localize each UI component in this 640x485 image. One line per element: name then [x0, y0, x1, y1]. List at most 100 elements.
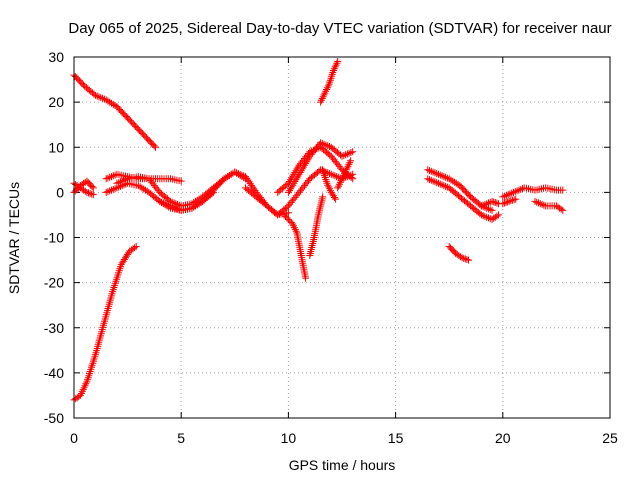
data-point — [324, 82, 332, 90]
series-arc-7 — [113, 168, 249, 210]
x-tick-label: 5 — [177, 430, 185, 446]
data-point — [323, 84, 331, 92]
data-point — [158, 198, 165, 206]
data-point — [192, 202, 199, 210]
data-point — [345, 160, 353, 168]
data-point — [104, 188, 112, 196]
data-point — [324, 142, 332, 150]
series-arc-19 — [445, 243, 472, 264]
y-tick-label: -30 — [44, 320, 64, 336]
data-point — [429, 168, 437, 176]
y-tick-label: -20 — [44, 275, 64, 291]
data-point — [332, 195, 340, 203]
data-point — [436, 180, 444, 188]
data-point — [329, 171, 337, 179]
y-tick-label: 20 — [48, 94, 64, 110]
data-point — [102, 188, 110, 196]
data-point — [154, 187, 162, 195]
data-point — [172, 204, 180, 212]
data-point — [505, 197, 513, 205]
data-point — [208, 190, 216, 198]
data-point — [513, 187, 521, 195]
data-point — [299, 163, 307, 171]
data-point — [343, 150, 351, 158]
data-point — [325, 183, 333, 191]
data-point — [559, 186, 567, 194]
data-point — [165, 201, 173, 209]
data-point — [193, 201, 201, 209]
data-point — [502, 191, 510, 199]
data-point — [339, 173, 347, 181]
data-point — [284, 188, 292, 196]
data-point — [488, 206, 496, 214]
data-point — [163, 200, 171, 208]
data-points — [70, 58, 567, 404]
data-point — [323, 86, 331, 93]
data-point — [188, 204, 196, 212]
data-point — [227, 170, 235, 178]
data-point — [486, 206, 494, 214]
data-point — [331, 172, 339, 180]
data-point — [106, 173, 114, 181]
data-point — [81, 187, 89, 195]
data-point — [305, 177, 312, 184]
data-point — [104, 97, 112, 105]
data-point — [512, 195, 520, 203]
series-arc-8 — [156, 188, 217, 214]
data-point — [493, 199, 501, 207]
data-point — [136, 183, 144, 191]
data-point — [286, 187, 293, 195]
data-point — [488, 197, 496, 205]
data-point — [231, 168, 239, 176]
data-point — [295, 170, 303, 178]
data-point — [332, 61, 340, 69]
data-point — [106, 98, 114, 106]
chart-title: Day 065 of 2025, Sidereal Day-to-day VTE… — [68, 20, 611, 37]
data-point — [284, 215, 292, 223]
data-point — [426, 167, 433, 175]
data-point — [287, 185, 294, 193]
data-point — [333, 59, 341, 67]
data-point — [483, 200, 491, 208]
data-point — [88, 183, 96, 190]
data-point — [317, 139, 325, 147]
data-point — [108, 186, 115, 194]
data-point — [345, 149, 353, 157]
data-point — [499, 193, 507, 201]
data-point — [334, 184, 342, 192]
data-point — [431, 178, 439, 186]
series-arc-6 — [102, 168, 292, 219]
data-point — [344, 162, 352, 170]
data-point — [499, 200, 507, 208]
y-tick-label: -10 — [44, 230, 64, 246]
data-point — [341, 168, 349, 176]
data-point — [91, 91, 99, 99]
data-point — [477, 202, 485, 210]
series-arc-1 — [70, 71, 159, 151]
data-point — [240, 174, 248, 182]
data-point — [131, 244, 139, 252]
data-point — [506, 190, 514, 198]
data-point — [485, 199, 492, 207]
data-point — [426, 176, 433, 184]
series-arc-14 — [317, 58, 342, 106]
y-axis-label: SDTVAR / TECUs — [6, 182, 22, 294]
data-point — [504, 198, 512, 206]
series-arc-20 — [477, 197, 502, 210]
data-point — [463, 256, 471, 263]
data-point — [320, 140, 328, 148]
data-point — [331, 63, 339, 71]
data-point — [452, 179, 460, 187]
data-point — [427, 176, 435, 184]
data-point — [538, 200, 546, 208]
data-point — [438, 172, 446, 180]
series-arc-11 — [284, 139, 357, 196]
data-point — [349, 148, 357, 156]
y-tick-label: 0 — [56, 184, 64, 200]
series-arc-23 — [499, 195, 520, 208]
data-point — [324, 181, 332, 189]
data-point — [138, 184, 146, 192]
data-point — [167, 202, 174, 210]
data-point — [326, 185, 334, 193]
